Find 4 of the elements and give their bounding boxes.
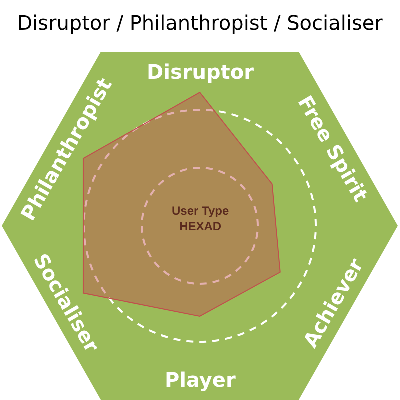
text: User Type HEXAD <box>172 204 230 234</box>
spoke-label: Disruptor <box>147 60 254 84</box>
spoke-label: Player <box>165 368 236 392</box>
chart-title: Disruptor / Philanthropist / Socialiser <box>17 11 384 35</box>
